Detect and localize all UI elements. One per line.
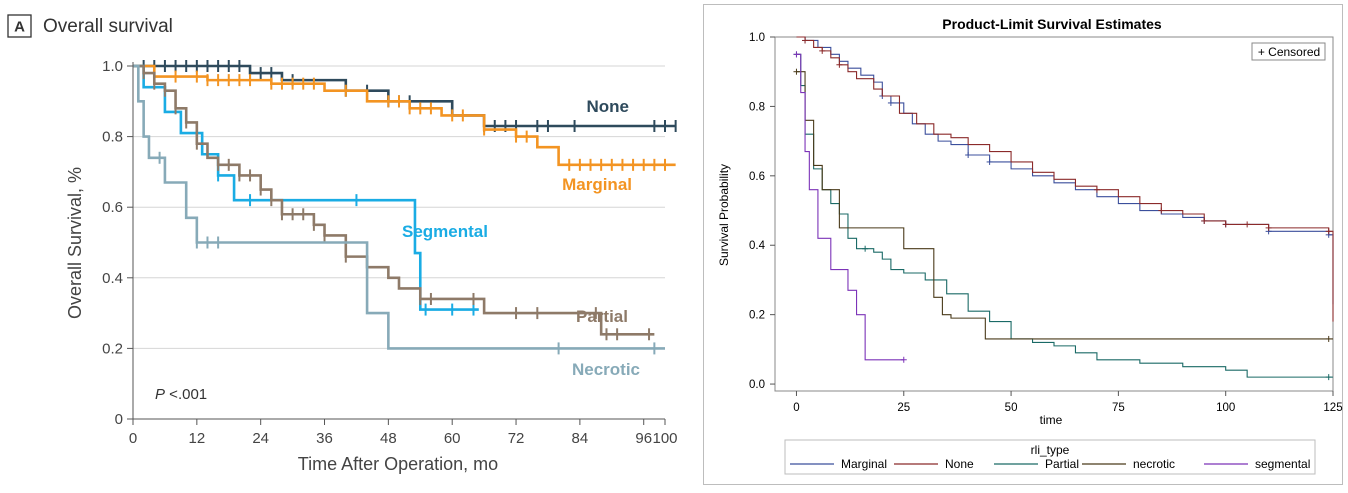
series-segmental (133, 64, 479, 316)
series-necrotic (793, 68, 1333, 342)
y-tick-label: 0.0 (749, 379, 765, 391)
series-partial (133, 64, 655, 341)
survival-line-necrotic (796, 71, 1333, 340)
legend-label-necrotic: necrotic (1133, 457, 1175, 471)
y-tick-label: 0 (115, 411, 123, 428)
series-segmental (793, 51, 907, 363)
series-marginal (796, 36, 1334, 305)
y-axis-label: Survival Probability (717, 164, 731, 266)
chart-title: Product-Limit Survival Estimates (942, 16, 1162, 32)
panel-letter: A (14, 19, 25, 36)
survival-line-partial (796, 53, 1333, 378)
survival-line-segmental (133, 64, 479, 311)
x-axis-label: Time After Operation, mo (298, 454, 498, 474)
legend-box (784, 439, 1316, 475)
x-tick-label: 24 (252, 430, 269, 447)
x-tick-label: 100 (1216, 402, 1235, 414)
chart-title: Overall survival (43, 16, 173, 37)
survival-line-necrotic (133, 64, 665, 350)
product-limit-chart: Product-Limit Survival Estimates 0.0 0.2 0… (717, 16, 1343, 475)
survival-line-none (796, 36, 1334, 322)
legend-label-partial: Partial (1045, 457, 1079, 471)
x-tick-label: 75 (1112, 402, 1125, 414)
series-label-segmental: Segmental (402, 222, 488, 241)
x-tick-label: 100 (652, 430, 677, 447)
x-tick-label: 48 (380, 430, 397, 447)
y-tick-label: 0.8 (102, 129, 123, 146)
x-tick-label: 72 (508, 430, 525, 447)
left-chart-panel: A Overall survival 0 0.2 0.4 0.6 0.8 1.0 0 12 24… (0, 0, 680, 488)
x-tick-label: 0 (129, 430, 137, 447)
x-tick-label: 25 (897, 402, 910, 414)
y-tick-label: 0.6 (102, 199, 123, 216)
right-chart-panel: Product-Limit Survival Estimates 0.0 0.2 0… (703, 4, 1343, 485)
survival-line-segmental (796, 53, 904, 361)
legend-label-marginal: Marginal (841, 457, 887, 471)
x-tick-label: 36 (316, 430, 333, 447)
y-tick-label: 0.2 (749, 310, 765, 322)
series-label-necrotic: Necrotic (572, 360, 640, 379)
legend-label-none: None (945, 457, 974, 471)
x-tick-label: 60 (444, 430, 461, 447)
y-tick-label: 0.4 (749, 240, 766, 252)
y-tick-label: 0.8 (749, 101, 765, 113)
legend-label-segmental: segmental (1255, 457, 1310, 471)
survival-line-none (133, 64, 676, 128)
series-none (133, 60, 677, 133)
x-axis-label: time (1040, 413, 1063, 427)
censored-legend-box (1251, 42, 1326, 61)
series-label-partial: Partial (576, 307, 628, 326)
p-value-annotation: P <.001 (155, 386, 207, 403)
x-tick-label: 0 (793, 402, 799, 414)
survival-line-marginal (796, 36, 1334, 305)
censored-legend: + Censored (1258, 45, 1320, 59)
series-partial (793, 51, 1333, 381)
x-tick-label: 125 (1323, 402, 1342, 414)
y-tick-label: 1.0 (749, 32, 765, 44)
legend-title: rli_type (1031, 443, 1070, 457)
panel-letter-box (7, 14, 32, 38)
x-tick-label: 84 (572, 430, 589, 447)
y-axis-label: Overall Survival, % (65, 167, 85, 319)
x-tick-label: 50 (1005, 402, 1018, 414)
x-tick-label: 96 (635, 430, 652, 447)
series-label-none: None (587, 97, 630, 116)
series-necrotic (133, 64, 665, 355)
x-tick-label: 12 (188, 430, 205, 447)
series-none (796, 36, 1334, 322)
y-tick-label: 0.4 (102, 270, 123, 287)
plot-frame (774, 36, 1334, 392)
y-tick-label: 0.2 (102, 340, 123, 357)
y-tick-label: 1.0 (102, 58, 123, 75)
series-label-marginal: Marginal (562, 175, 632, 194)
y-tick-label: 0.6 (749, 171, 765, 183)
overall-survival-chart: A Overall survival 0 0.2 0.4 0.6 0.8 1.0 0 12 24… (7, 14, 678, 474)
